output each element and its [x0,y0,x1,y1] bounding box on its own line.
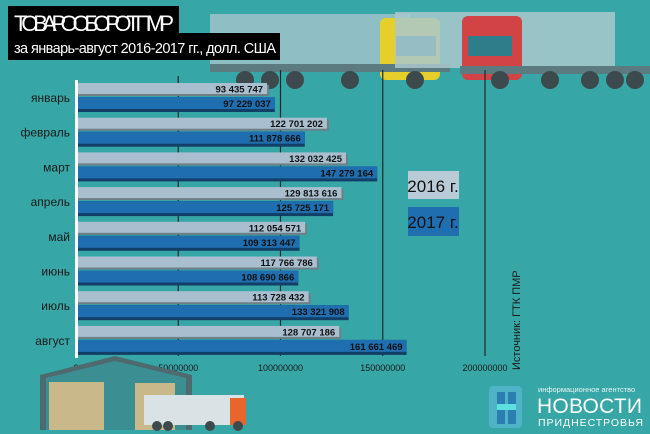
bar-2016 [76,291,309,303]
x-tick-label: 200000000 [462,363,507,373]
category-label: апрель [31,195,70,209]
y-axis-line [75,80,78,358]
bar-value-label-2017: 109 313 447 [243,238,296,249]
logo-tagline: информационное агентство [538,385,635,394]
bar-2017 [76,201,334,214]
bar-2017 [76,166,378,179]
legend-swatch-2017 [408,207,459,236]
bar-2016 [76,187,342,199]
bar-2017 [76,305,349,318]
x-tick-label: 150000000 [360,363,405,373]
bar-value-label-2016: 112 054 571 [249,223,302,234]
bar-value-label-2016: 93 435 747 [216,85,264,96]
bar-value-label-2017: 125 725 171 [276,203,330,214]
x-tick-label: 100000000 [258,363,303,373]
bar-value-label-2016: 128 707 186 [282,327,335,338]
bar-2017 [76,131,305,144]
bar-2016 [76,117,327,129]
category-label: июнь [41,265,70,279]
bar-2016 [76,152,347,164]
source-note: Источник: ГТК ПМР [511,270,523,370]
bar-value-label-2016: 129 813 616 [285,189,338,200]
bar-2016 [76,325,340,337]
bar-value-label-2017: 108 690 866 [241,273,294,284]
bar-value-label-2016: 122 701 202 [270,119,323,130]
bar-value-label-2017: 111 878 666 [249,134,301,145]
bar-2017 [76,235,300,248]
bar-2016 [76,221,306,233]
chart-subtitle: за январь-август 2016-2017 гг., долл. СШ… [14,41,276,57]
bar-value-label-2016: 132 032 425 [289,154,343,165]
logo-region: ПРИДНЕСТРОВЬЯ [538,417,643,429]
category-label: февраль [20,126,70,140]
bar-2016 [76,83,268,94]
bar-value-label-2017: 161 661 469 [350,342,403,353]
trucks-illustration [210,12,650,89]
bar-value-label-2017: 133 321 908 [292,307,345,318]
bar-2017 [76,97,275,109]
bar-2017 [76,339,407,352]
bar-value-label-2016: 113 728 432 [252,293,304,304]
bar-value-label-2017: 97 229 037 [223,99,271,110]
chart-title: ТОВАРООБОРОТ ПМР [14,11,174,36]
bar-2017 [76,270,299,283]
category-label: май [48,230,70,244]
legend-label-2016: 2016 г. [407,177,458,196]
subtitle-box [8,33,280,60]
legend-label-2017: 2017 г. [407,213,458,232]
bar-value-label-2017: 147 279 164 [320,168,374,179]
bar-value-label-2016: 117 766 786 [261,258,313,269]
category-label: август [35,334,70,348]
title-box [8,6,179,36]
bar-2016 [76,256,317,268]
category-label: март [43,160,70,174]
x-tick-label: 50000000 [158,363,198,373]
category-label: июль [41,299,70,313]
category-label: январь [31,91,70,105]
bars: январь 93 435 747 97 229 037 февраль 122 701… [20,83,407,355]
logo-name: НОВОСТИ [537,395,642,418]
legend: 2016 г. 2017 г. [407,171,459,236]
legend-swatch-2016 [408,171,459,199]
warehouse-illustration [40,356,246,431]
logo: информационное агентство НОВОСТИ ПРИДНЕС… [489,385,643,429]
